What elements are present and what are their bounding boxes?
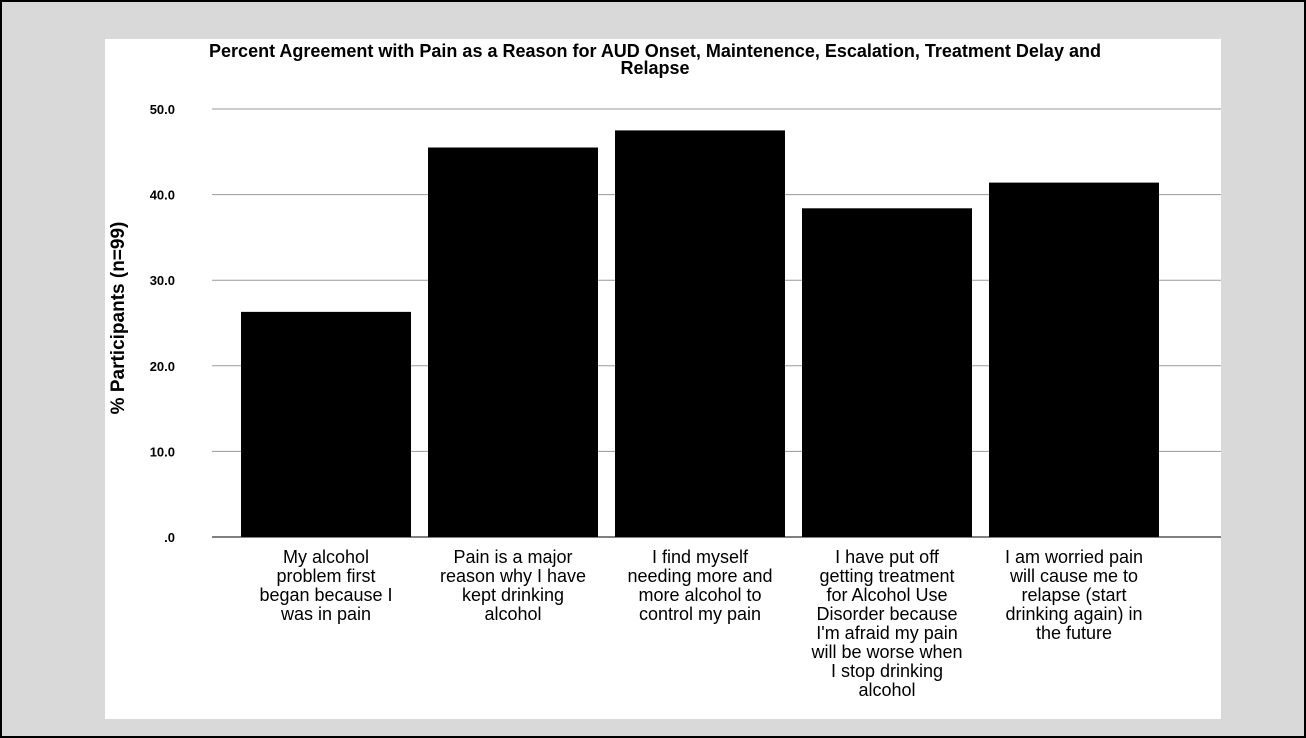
y-tick-label: 50.0 [150, 102, 175, 117]
chart-panel: Percent Agreement with Pain as a Reason … [105, 39, 1221, 719]
chart-title-line: Percent Agreement with Pain as a Reason … [209, 41, 1101, 61]
y-tick-label: 40.0 [150, 188, 175, 203]
x-category-label: I am worried pain will cause me to relapse… [1005, 547, 1143, 643]
x-category-label: I have put off getting treatment for Alcoh… [810, 547, 962, 700]
bars [241, 130, 1159, 537]
y-axis-label: % Participants (n=99) [108, 222, 129, 415]
bar [428, 147, 598, 537]
bar-chart: Percent Agreement with Pain as a Reason … [108, 41, 1221, 700]
y-axis-ticks: .0 10.0 20.0 30.0 40.0 50.0 [150, 102, 175, 545]
x-category-label: I find myself needing more and more alcoho… [627, 547, 772, 624]
chart-title-line: Relapse [620, 58, 689, 78]
bar [989, 182, 1159, 537]
bar [615, 130, 785, 537]
y-tick-label: 30.0 [150, 273, 175, 288]
y-tick-label: 20.0 [150, 359, 175, 374]
bar [241, 311, 411, 537]
y-tick-label: 10.0 [150, 444, 175, 459]
chart-title: Percent Agreement with Pain as a Reason … [209, 41, 1101, 78]
y-tick-label: .0 [164, 530, 175, 545]
x-category-label: Pain is a major reason why I have kept dri… [440, 547, 586, 624]
bar [802, 208, 972, 537]
